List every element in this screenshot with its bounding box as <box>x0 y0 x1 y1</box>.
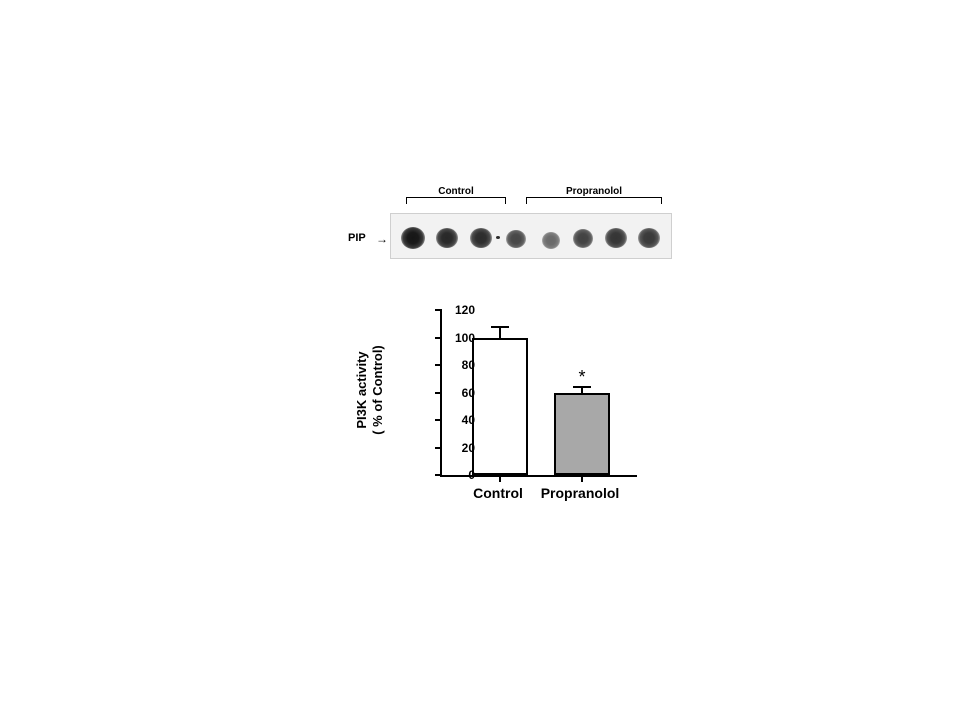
y-tick <box>435 447 442 449</box>
pip-label: PIP <box>348 232 366 244</box>
blot-spot <box>638 228 660 248</box>
blot-spot <box>401 227 425 249</box>
blot-box <box>390 213 672 259</box>
y-tick-label: 120 <box>447 303 475 317</box>
blot-spot <box>506 230 526 248</box>
y-tick-label: 100 <box>447 331 475 345</box>
blot-group-bracket: Propranolol <box>526 197 662 210</box>
bar <box>554 393 610 476</box>
y-axis-label: PI3K activity ( % of Control) <box>354 345 387 435</box>
blot-group-label: Propranolol <box>526 186 662 197</box>
blot-spot <box>436 228 458 248</box>
y-tick-label: 60 <box>447 386 475 400</box>
y-tick <box>435 337 442 339</box>
y-tick-label: 80 <box>447 358 475 372</box>
y-tick-label: 0 <box>447 468 475 482</box>
y-tick <box>435 474 442 476</box>
blot-minor-mark <box>496 236 500 239</box>
x-axis-label: Control <box>473 485 523 501</box>
blot-group-label: Control <box>406 186 506 197</box>
error-bar <box>499 327 501 338</box>
blot-group-bracket: Control <box>406 197 506 210</box>
blot-spot <box>470 228 492 248</box>
bar-chart: PI3K activity ( % of Control) * 02040608… <box>380 300 680 540</box>
y-tick <box>435 392 442 394</box>
significance-marker: * <box>578 367 585 388</box>
y-axis-label-line1: PI3K activity <box>354 351 369 428</box>
bar <box>472 338 528 476</box>
y-axis-label-line2: ( % of Control) <box>370 345 385 435</box>
blot-spot <box>542 232 560 249</box>
error-bar-cap <box>491 326 509 328</box>
y-tick <box>435 419 442 421</box>
x-axis-label: Propranolol <box>541 485 620 501</box>
y-tick <box>435 364 442 366</box>
x-tick <box>581 475 583 482</box>
blot-panel: PIP → Control Propranolol <box>350 195 680 275</box>
y-tick <box>435 309 442 311</box>
blot-spot <box>605 228 627 248</box>
pip-arrow-icon: → <box>376 232 388 246</box>
y-tick-label: 20 <box>447 441 475 455</box>
figure-container: PIP → Control Propranolol PI3K activity (… <box>350 195 680 540</box>
x-tick <box>499 475 501 482</box>
blot-spot <box>573 229 593 248</box>
y-tick-label: 40 <box>447 413 475 427</box>
